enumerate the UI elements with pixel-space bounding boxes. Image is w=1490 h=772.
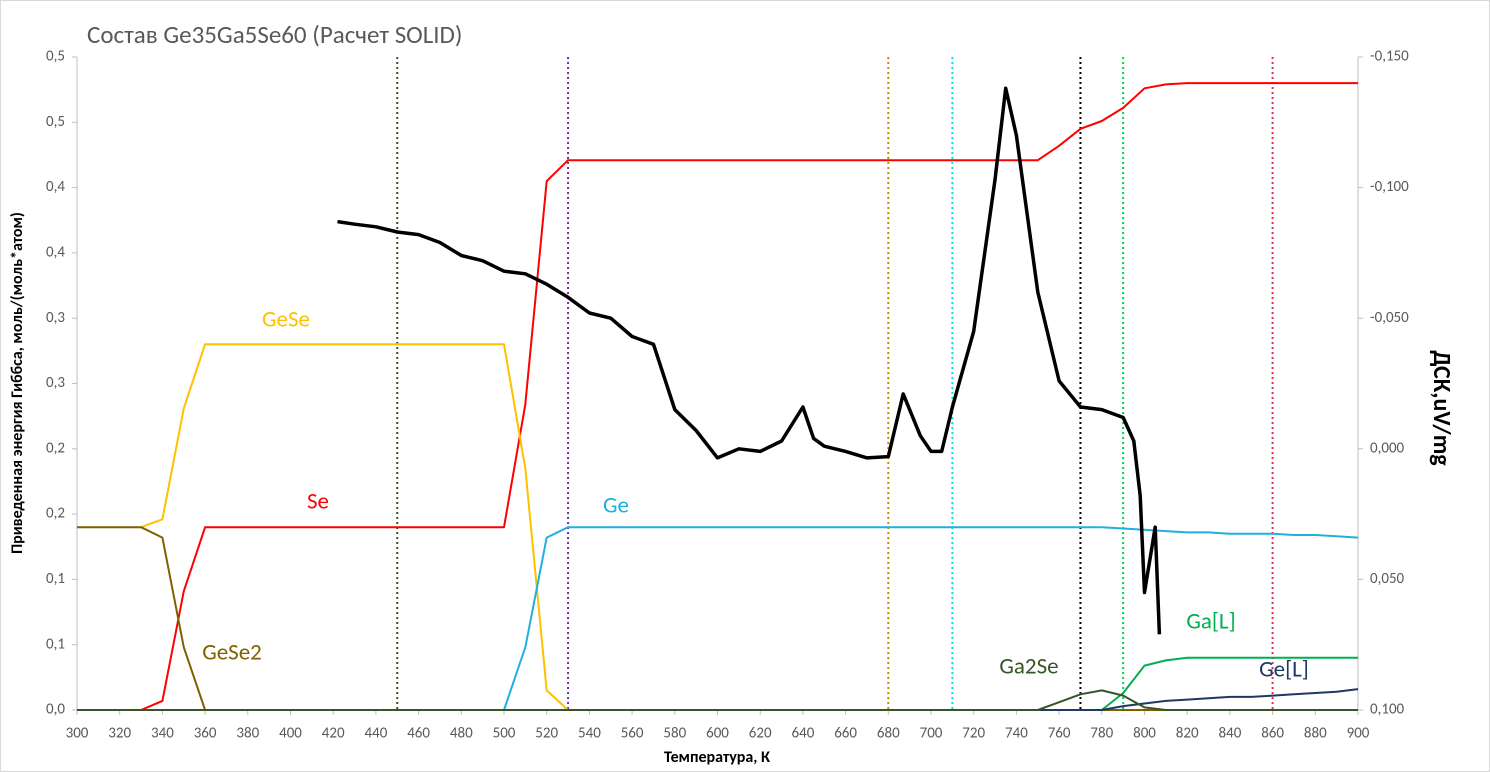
x-tick-label: 540 — [578, 725, 601, 743]
y-tick-label: 0,4 — [46, 243, 65, 261]
x-tick-label: 380 — [236, 725, 259, 743]
series-label: Ge[L] — [1259, 655, 1309, 683]
y-tick-label: 0,3 — [46, 374, 65, 392]
x-tick-label: 340 — [151, 725, 174, 743]
series-line — [77, 689, 1358, 711]
x-tick-label: 900 — [1347, 725, 1370, 743]
x-tick-label: 760 — [1048, 725, 1071, 743]
x-tick-label: 520 — [535, 725, 558, 743]
x-tick-label: 300 — [66, 725, 89, 743]
x-tick-label: 780 — [1090, 725, 1113, 743]
series-label: Ga[L] — [1186, 607, 1235, 635]
x-tick-label: 880 — [1304, 725, 1327, 743]
x-tick-label: 480 — [450, 725, 473, 743]
x-tick-label: 580 — [663, 725, 686, 743]
chart-title: Состав Ge35Ga5Se60 (Расчет SOLID) — [87, 19, 463, 50]
x-tick-label: 660 — [834, 725, 857, 743]
x-tick-label: 440 — [364, 725, 387, 743]
y-tick-label: 0,2 — [46, 439, 65, 457]
y-tick-label: 0,5 — [46, 48, 65, 66]
y-axis-label: Приведенная энергия Гиббса, моль/(моль*а… — [8, 212, 27, 554]
x-tick-label: 360 — [194, 725, 217, 743]
x-tick-label: 420 — [322, 725, 345, 743]
y-tick-label: 0,1 — [46, 570, 65, 588]
y-tick-label: 0,0 — [46, 701, 65, 719]
series-label: Ga2Se — [999, 652, 1058, 680]
series-label: GeSe — [262, 305, 310, 333]
y2-tick-label: -0,150 — [1370, 48, 1409, 66]
x-tick-label: 840 — [1218, 725, 1241, 743]
y-tick-label: 0,3 — [46, 309, 65, 327]
series-label: Se — [307, 487, 329, 515]
x-axis-label: Температура, К — [664, 748, 770, 767]
x-tick-label: 680 — [877, 725, 900, 743]
x-tick-label: 700 — [920, 725, 943, 743]
series-label: GeSe2 — [202, 638, 262, 666]
dsc-line — [337, 86, 1162, 635]
y-tick-label: 0,4 — [46, 178, 65, 196]
y-tick-label: 0,1 — [46, 635, 65, 653]
series-label: Ge — [603, 491, 629, 519]
x-tick-label: 560 — [621, 725, 644, 743]
x-tick-label: 640 — [791, 725, 814, 743]
x-tick-label: 740 — [1005, 725, 1028, 743]
x-tick-label: 320 — [108, 725, 131, 743]
x-tick-label: 800 — [1133, 725, 1156, 743]
y-tick-label: 0,5 — [46, 113, 65, 131]
x-tick-label: 860 — [1261, 725, 1284, 743]
x-tick-label: 720 — [962, 725, 985, 743]
y2-tick-label: -0,100 — [1370, 178, 1409, 196]
x-tick-label: 500 — [493, 725, 516, 743]
y2-tick-label: -0,050 — [1370, 309, 1409, 327]
x-tick-label: 620 — [749, 725, 772, 743]
y2-tick-label: 0,000 — [1370, 439, 1405, 457]
x-tick-label: 820 — [1176, 725, 1199, 743]
y-tick-label: 0,2 — [46, 505, 65, 523]
y2-tick-label: 0,050 — [1370, 570, 1405, 588]
x-tick-label: 400 — [279, 725, 302, 743]
x-tick-label: 600 — [706, 725, 729, 743]
y2-tick-label: 0,100 — [1370, 701, 1405, 719]
series-line — [77, 82, 1358, 711]
y2-axis-label: ДСК,uV/mg — [1427, 350, 1456, 466]
x-tick-label: 460 — [407, 725, 430, 743]
